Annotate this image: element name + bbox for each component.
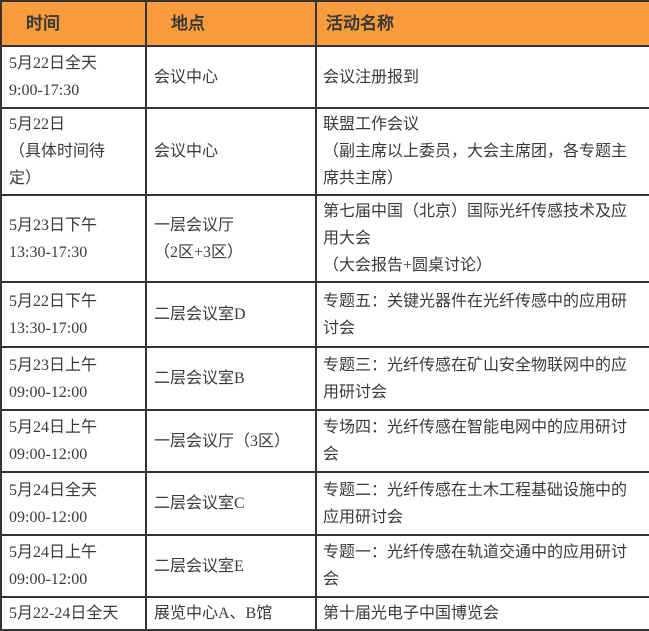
cell-time: 5月24日上午 09:00-12:00 — [0, 534, 147, 598]
cell-activity: 专题三：光纤传感在矿山安全物联网中的应 用研讨会 — [315, 346, 649, 411]
cell-time: 5月22日 （具体时间待 定） — [0, 107, 147, 196]
cell-location: 一层会议厅 （2区+3区） — [145, 194, 317, 283]
cell-activity: 专场四：光纤传感在智能电网中的应用研讨 会 — [315, 409, 649, 473]
header-row: 时间 地点 活动名称 — [0, 0, 649, 47]
cell-location: 展览中心A、B馆 — [145, 596, 317, 631]
table-row: 5月22-24日全天 展览中心A、B馆 第十届光电子中国博览会 — [0, 596, 649, 631]
cell-time: 5月22日下午 13:30-17:00 — [0, 281, 147, 348]
cell-activity: 专题二：光纤传感在土木工程基础设施中的 应用研讨会 — [315, 471, 649, 536]
cell-time: 5月22-24日全天 — [0, 596, 147, 631]
cell-activity: 专题五：关键光器件在光纤传感中的应用研 讨会 — [315, 281, 649, 348]
column-header-location: 地点 — [145, 0, 317, 47]
cell-location: 二层会议室E — [145, 534, 317, 598]
table-row: 5月22日下午 13:30-17:00 二层会议室D 专题五：关键光器件在光纤传… — [0, 281, 649, 348]
cell-location: 二层会议室D — [145, 281, 317, 348]
column-header-time: 时间 — [0, 0, 147, 47]
cell-location: 会议中心 — [145, 107, 317, 196]
cell-time: 5月24日全天 09:00-12:00 — [0, 471, 147, 536]
cell-activity: 第七届中国（北京）国际光纤传感技术及应 用大会 （大会报告+圆桌讨论） — [315, 194, 649, 283]
cell-location: 二层会议室C — [145, 471, 317, 536]
table-row: 5月23日下午 13:30-17:30 一层会议厅 （2区+3区） 第七届中国（… — [0, 194, 649, 283]
cell-time: 5月24日上午 09:00-12:00 — [0, 409, 147, 473]
table-row: 5月24日上午 09:00-12:00 二层会议室E 专题一：光纤传感在轨道交通… — [0, 534, 649, 598]
cell-location: 会议中心 — [145, 45, 317, 109]
table-row: 5月22日全天 9:00-17:30 会议中心 会议注册报到 — [0, 45, 649, 109]
cell-location: 一层会议厅（3区） — [145, 409, 317, 473]
table-row: 5月24日上午 09:00-12:00 一层会议厅（3区） 专场四：光纤传感在智… — [0, 409, 649, 473]
cell-activity: 会议注册报到 — [315, 45, 649, 109]
cell-activity: 第十届光电子中国博览会 — [315, 596, 649, 631]
cell-location: 二层会议室B — [145, 346, 317, 411]
cell-time: 5月23日上午 09:00-12:00 — [0, 346, 147, 411]
cell-activity: 专题一：光纤传感在轨道交通中的应用研讨 会 — [315, 534, 649, 598]
table-row: 5月23日上午 09:00-12:00 二层会议室B 专题三：光纤传感在矿山安全… — [0, 346, 649, 411]
cell-time: 5月22日全天 9:00-17:30 — [0, 45, 147, 109]
table-row: 5月22日 （具体时间待 定） 会议中心 联盟工作会议 （副主席以上委员，大会主… — [0, 107, 649, 196]
cell-time: 5月23日下午 13:30-17:30 — [0, 194, 147, 283]
column-header-activity: 活动名称 — [315, 0, 649, 47]
cell-activity: 联盟工作会议 （副主席以上委员，大会主席团，各专题主 席共主席） — [315, 107, 649, 196]
table-row: 5月24日全天 09:00-12:00 二层会议室C 专题二：光纤传感在土木工程… — [0, 471, 649, 536]
